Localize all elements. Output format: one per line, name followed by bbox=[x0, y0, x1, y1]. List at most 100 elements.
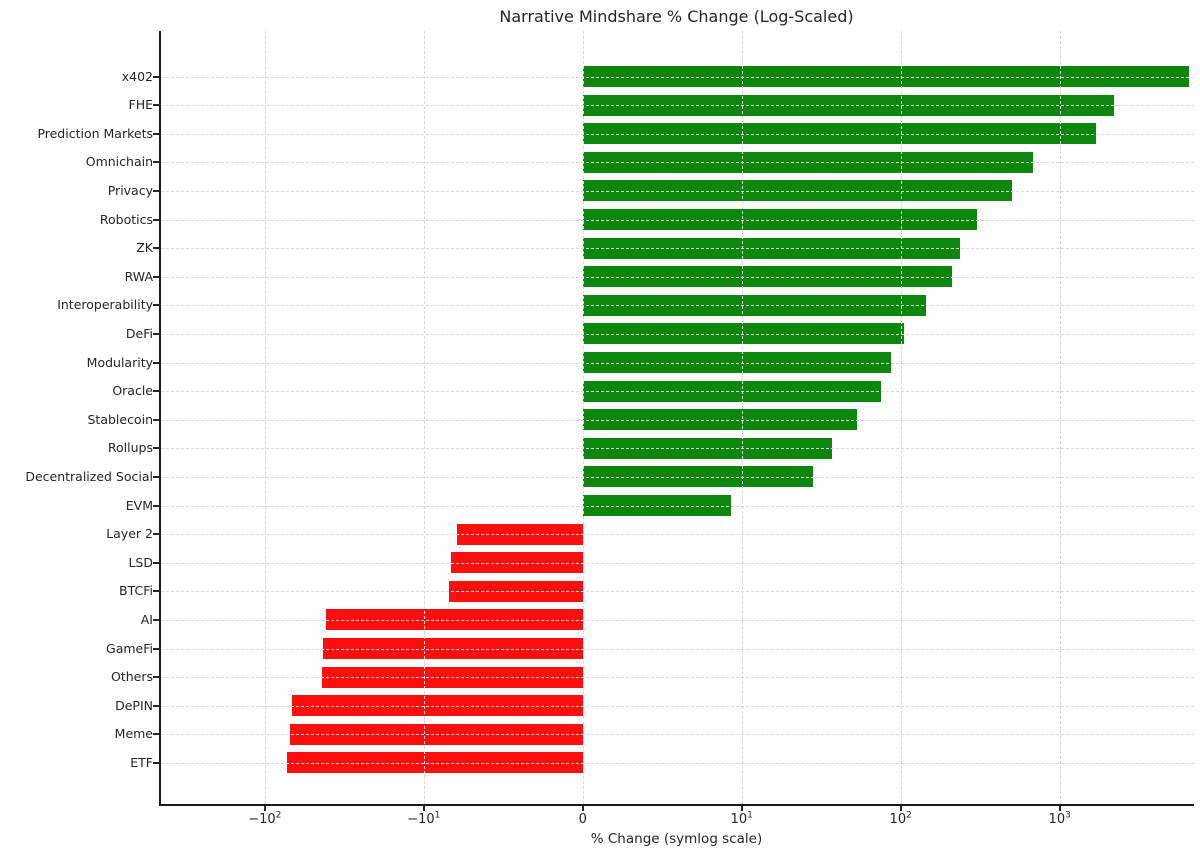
y-tick-mark bbox=[153, 218, 161, 221]
plot-area: x402 FHE Prediction Markets Omnichain Privac… bbox=[25, 31, 1194, 827]
y-tick-mark bbox=[153, 247, 161, 250]
y-category-label: Prediction Markets bbox=[37, 125, 153, 141]
gridline-row bbox=[161, 419, 1194, 421]
y-tick-mark bbox=[153, 504, 161, 507]
y-tick-mark bbox=[153, 561, 161, 564]
gridline-row bbox=[161, 305, 1194, 307]
x-tick-exponent: 2 bbox=[906, 810, 912, 821]
y-tick-mark bbox=[153, 647, 161, 650]
y-category-label: Layer 2 bbox=[106, 526, 153, 542]
gridline-row bbox=[161, 391, 1194, 393]
y-category-label: x402 bbox=[121, 68, 153, 84]
gridline-x bbox=[423, 31, 425, 804]
gridline-row bbox=[161, 705, 1194, 707]
y-category-label: LSD bbox=[128, 554, 153, 570]
gridline-row bbox=[161, 476, 1194, 478]
x-tick-exponent: 3 bbox=[1065, 810, 1071, 821]
gridline-row bbox=[161, 591, 1194, 593]
x-tick-exponent: 1 bbox=[434, 810, 441, 821]
y-category-label: RWA bbox=[124, 268, 153, 284]
y-tick-mark bbox=[153, 390, 161, 393]
gridline-row bbox=[161, 505, 1194, 507]
y-category-label: FHE bbox=[128, 97, 154, 113]
y-tick-mark bbox=[153, 704, 161, 707]
y-axis-spine bbox=[159, 31, 161, 806]
y-tick-mark bbox=[153, 676, 161, 679]
y-tick-mark bbox=[153, 733, 161, 736]
x-tick-label: 102 bbox=[856, 810, 946, 827]
y-tick-mark bbox=[153, 475, 161, 478]
gridline-row bbox=[161, 534, 1194, 536]
x-tick-label: −101 bbox=[379, 810, 469, 827]
y-category-label: Privacy bbox=[107, 182, 153, 198]
x-tick-base: 10 bbox=[889, 812, 907, 827]
gridline-row bbox=[161, 762, 1194, 764]
x-tick-base: 10 bbox=[730, 812, 748, 827]
gridline-row bbox=[161, 677, 1194, 679]
gridline-row bbox=[161, 162, 1194, 164]
y-category-label: Robotics bbox=[99, 211, 153, 227]
y-category-label: Modularity bbox=[86, 354, 153, 370]
gridline-row bbox=[161, 734, 1194, 736]
chart-title: Narrative Mindshare % Change (Log-Scaled… bbox=[499, 7, 854, 26]
x-tick-base: 0 bbox=[578, 812, 587, 827]
gridline-row bbox=[161, 133, 1194, 135]
y-category-label: DeFi bbox=[125, 325, 153, 341]
gridline-row bbox=[161, 333, 1194, 335]
y-category-label: DePIN bbox=[115, 697, 153, 713]
gridline-x bbox=[900, 31, 902, 804]
gridline-row bbox=[161, 276, 1194, 278]
y-tick-mark bbox=[153, 75, 161, 78]
x-tick-base: 10 bbox=[1048, 812, 1066, 827]
x-axis-label: % Change (symlog scale) bbox=[590, 831, 763, 847]
x-tick-mark bbox=[1058, 806, 1061, 811]
y-category-label: Meme bbox=[114, 726, 153, 742]
gridline-x bbox=[741, 31, 743, 804]
x-tick-mark bbox=[899, 806, 902, 811]
gridline-row bbox=[161, 190, 1194, 192]
x-axis-spine bbox=[159, 804, 1194, 806]
x-tick-exponent: 1 bbox=[747, 810, 753, 821]
x-tick-exponent: 2 bbox=[275, 810, 282, 821]
x-tick-mark bbox=[581, 806, 584, 811]
y-category-label: BTCFi bbox=[119, 583, 153, 599]
y-tick-mark bbox=[153, 361, 161, 364]
x-tick-mark bbox=[422, 806, 425, 811]
y-tick-mark bbox=[153, 618, 161, 621]
gridline-row bbox=[161, 362, 1194, 364]
y-category-label: GameFi bbox=[106, 640, 153, 656]
gridline-row bbox=[161, 105, 1194, 107]
gridline-row bbox=[161, 248, 1194, 250]
y-tick-mark bbox=[153, 761, 161, 764]
x-tick-base: −10 bbox=[407, 812, 435, 827]
y-tick-mark bbox=[153, 161, 161, 164]
y-category-label: ETF bbox=[130, 754, 153, 770]
gridline-row bbox=[161, 219, 1194, 221]
y-category-label: Decentralized Social bbox=[25, 468, 153, 484]
x-tick-mark bbox=[263, 806, 266, 811]
gridline-x bbox=[264, 31, 266, 804]
gridline-row bbox=[161, 648, 1194, 650]
gridline-x bbox=[582, 31, 584, 804]
y-tick-mark bbox=[153, 189, 161, 192]
y-tick-mark bbox=[153, 104, 161, 107]
y-tick-mark bbox=[153, 418, 161, 421]
y-tick-mark bbox=[153, 533, 161, 536]
gridline-x bbox=[1059, 31, 1061, 804]
y-category-label: Omnichain bbox=[85, 154, 153, 170]
y-category-label: Interoperability bbox=[57, 297, 153, 313]
x-tick-base: −10 bbox=[248, 812, 276, 827]
y-category-label: ZK bbox=[136, 240, 153, 256]
y-tick-mark bbox=[153, 590, 161, 593]
y-category-label: AI bbox=[140, 611, 153, 627]
y-tick-mark bbox=[153, 304, 161, 307]
x-tick-label: 0 bbox=[538, 812, 628, 827]
x-tick-mark bbox=[740, 806, 743, 811]
gridline-row bbox=[161, 619, 1194, 621]
x-tick-label: 101 bbox=[697, 810, 787, 827]
y-category-label: Rollups bbox=[107, 440, 153, 456]
y-tick-mark bbox=[153, 132, 161, 135]
x-tick-label: 103 bbox=[1015, 810, 1105, 827]
gridline-row bbox=[161, 76, 1194, 78]
